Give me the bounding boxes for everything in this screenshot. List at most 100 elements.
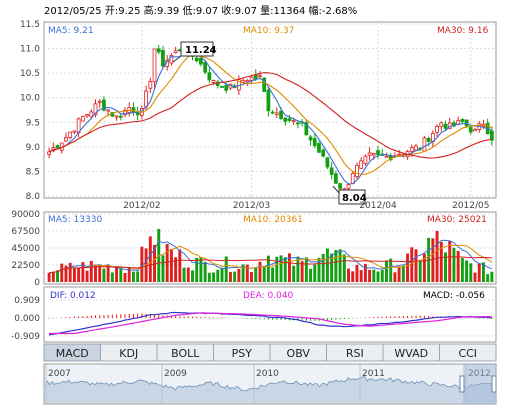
volume-bar (85, 270, 89, 282)
candle-body (102, 99, 106, 111)
candle-body (384, 155, 389, 158)
price-ma30-label: MA30: 9.16 (437, 26, 489, 36)
candle-body (279, 110, 283, 119)
volume-bar (330, 253, 334, 282)
volume-bar (444, 252, 447, 282)
candle-body (93, 103, 98, 116)
high-marker-text: 11.24 (185, 45, 217, 56)
volume-bar (224, 256, 228, 282)
candle-body (249, 76, 254, 81)
volume-bar (469, 263, 473, 282)
candle-body (114, 115, 119, 118)
candle-body (199, 57, 203, 65)
overview-right-handle[interactable] (491, 375, 497, 393)
volume-bar (342, 254, 346, 282)
volume-bar (292, 265, 296, 282)
volume-bar (313, 264, 317, 282)
macd-panel-frame (43, 286, 497, 343)
volume-ma-lines (49, 239, 493, 274)
candle-body (397, 153, 401, 156)
volume-bar (60, 263, 64, 282)
volume-bar (110, 272, 114, 282)
volume-bar (250, 272, 253, 282)
volume-bar (165, 243, 169, 282)
tab-cci[interactable] (439, 343, 497, 362)
candle-body (144, 90, 148, 108)
volume-bar (140, 246, 144, 282)
volume-bar (410, 247, 414, 282)
volume-ma10-label: MA10: 20361 (243, 215, 303, 225)
candle-body (376, 150, 380, 155)
candle-body (287, 118, 292, 122)
candle-body (97, 100, 102, 103)
overview-tick-label: 2010 (256, 369, 279, 379)
overview-range-selector[interactable] (463, 364, 496, 404)
volume-bar (460, 257, 464, 282)
volume-bar (228, 271, 232, 282)
volume-bar (418, 260, 422, 282)
macd-tick-label: 0.909 (14, 296, 40, 306)
overview-series (44, 376, 496, 403)
volume-bar (195, 257, 199, 282)
volume-bar (174, 257, 178, 282)
candle-body (321, 149, 326, 157)
candle-body (64, 137, 68, 142)
volume-bar (351, 271, 355, 282)
price-ma30-line (48, 72, 492, 159)
volume-bar (389, 258, 393, 282)
volume-bar (334, 250, 338, 282)
volume-bar (212, 272, 216, 282)
volume-bar (241, 264, 245, 282)
candle-body (304, 122, 309, 136)
candle-body (207, 72, 212, 81)
tab-label: CCI (458, 347, 477, 360)
volume-axis-ticks: 0 22500 45000 67500 90000 (11, 210, 40, 288)
volume-tick-label: 0 (34, 278, 40, 288)
candle-body (291, 120, 296, 123)
date-tick-label: 2012/02 (123, 201, 160, 211)
volume-bar (254, 268, 258, 282)
volume-bar (233, 271, 237, 282)
volume-bar (191, 270, 194, 282)
low-marker-text: 8.04 (342, 193, 367, 204)
macd-dea-line (49, 312, 492, 335)
candle-body (355, 164, 359, 177)
volume-bar (245, 264, 249, 282)
candle-body (333, 173, 338, 184)
volume-bar (237, 268, 241, 282)
volume-bar (448, 240, 452, 282)
header-vol-label: 量: (260, 5, 273, 17)
volume-bar (102, 268, 106, 282)
volume-tick-label: 22500 (11, 261, 40, 271)
candle-body (325, 157, 330, 168)
volume-bar (372, 269, 376, 282)
price-tick-label: 10.5 (20, 69, 40, 79)
volume-bar (203, 261, 207, 282)
candle-body (220, 86, 224, 88)
volume-bar (368, 269, 372, 282)
candle-body (194, 57, 199, 62)
macd-dif-label: DIF: 0.012 (50, 291, 96, 301)
volume-bar (275, 256, 279, 282)
volume-bar (89, 260, 93, 282)
overview-left-handle[interactable] (459, 375, 465, 393)
price-ma10-line (48, 53, 493, 175)
price-ma5-label: MA5: 9.21 (48, 26, 94, 36)
candle-body (106, 109, 111, 112)
volume-bar (406, 253, 410, 282)
header-chg-label: 幅: (309, 4, 322, 17)
candle-body (308, 136, 313, 141)
volume-bar (77, 268, 81, 282)
volume-bar (376, 271, 380, 282)
volume-bar (452, 247, 456, 282)
overview-line (44, 376, 496, 392)
volume-bar (207, 272, 211, 282)
indicator-tabs[interactable]: MACD KDJ BOLL PSY OBV RSI WVAD CCI (43, 343, 497, 362)
volume-bar (355, 264, 359, 282)
date-tick-label: 2012/04 (359, 201, 397, 211)
candle-body (55, 145, 60, 149)
volume-bar (304, 257, 308, 282)
volume-bar (178, 249, 182, 282)
volume-bar (182, 267, 186, 282)
